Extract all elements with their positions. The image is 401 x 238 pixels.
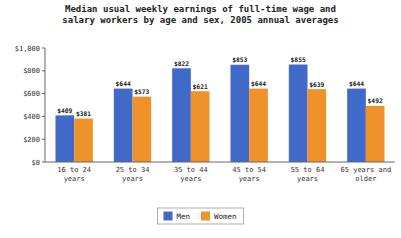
bar [366,106,385,162]
bar [308,89,327,162]
x-tick-label: 65 years andolder [341,166,392,183]
y-axis [45,48,46,162]
x-tick-label: 45 to 54years [232,166,266,183]
bar [231,65,250,162]
data-label: $644 [251,80,266,87]
data-label: $621 [193,83,208,90]
data-label: $381 [76,110,91,117]
text-line: 25 to 34 [116,166,150,174]
title: Median usual weekly earnings of full-tim… [62,4,338,25]
y-tick-label: $200 [23,136,40,144]
y-tick-label: $1,000 [15,45,40,53]
data-labels: $409 $644 $822 $853 $855 $644 $381 $573 $621 $644… [57,56,383,117]
text-line: years [180,175,201,183]
legend-swatch [164,212,173,221]
x-tick-label: 35 to 44years [174,166,208,183]
legend: Men Women [158,208,244,224]
legend-label: Men [177,212,191,221]
text-line: 35 to 44 [174,166,208,174]
y-tick-label: $600 [23,90,40,98]
chart: Median usual weekly earnings of full-tim… [0,0,401,238]
x-axis [45,162,395,163]
legend-label: Women [214,212,237,221]
text-line: years [122,175,143,183]
y-tick-label: $800 [23,67,40,75]
text-line: salary workers by age and sex, 2005 annu… [62,15,338,25]
bars [56,65,385,162]
y-tick-label: $0 [32,159,40,167]
text-line: 45 to 54 [232,166,266,174]
text-line: years [64,175,85,183]
x-tick-label: 25 to 34years [116,166,150,183]
x-tick-label: 55 to 64years [291,166,325,183]
bar [347,89,366,162]
legend-box [158,208,244,224]
bar [191,91,210,162]
legend-swatch [201,212,210,221]
data-label: $573 [134,88,149,95]
data-label: $822 [174,60,189,67]
bar [56,115,75,162]
text-line: 16 to 24 [57,166,91,174]
bar [249,89,268,162]
y-tick-label: $400 [23,113,40,121]
bar [133,97,152,162]
bar [114,89,133,162]
bar [289,65,308,162]
text-line: older [355,175,376,183]
data-label: $492 [368,97,383,104]
data-label: $853 [232,56,247,63]
text-line: 55 to 64 [291,166,325,174]
data-label: $409 [57,107,72,114]
data-label: $855 [291,56,306,63]
x-tick-label: 16 to 24years [57,166,91,183]
text-line: years [239,175,260,183]
text-line: 65 years and [341,166,392,174]
data-label: $644 [116,80,131,87]
bar [172,68,191,162]
bar [74,119,93,162]
data-label: $644 [349,80,364,87]
data-label: $639 [309,81,324,88]
text-line: Median usual weekly earnings of full-tim… [65,4,336,14]
text-line: years [297,175,318,183]
